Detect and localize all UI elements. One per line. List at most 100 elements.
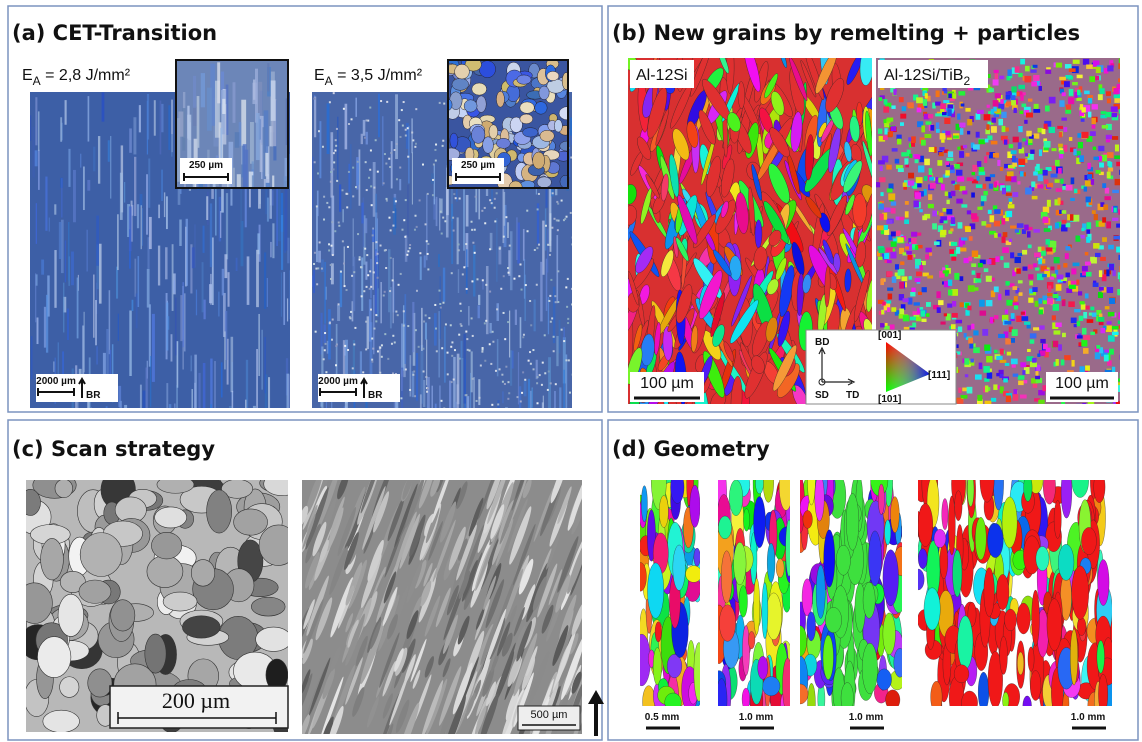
texture-grain (954, 665, 969, 683)
texture-grain (914, 302, 920, 305)
texture-grain (902, 276, 908, 281)
texture-grain (567, 318, 569, 320)
texture-grain (313, 263, 315, 265)
texture-grain (1090, 332, 1095, 335)
texture-grain (157, 476, 194, 493)
texture-grain (950, 228, 953, 231)
texture-grain (32, 127, 34, 178)
texture-grain (427, 268, 429, 270)
texture-grain (1107, 152, 1113, 158)
texture-grain (355, 98, 357, 117)
texture-grain (463, 189, 465, 250)
texture-grain (1011, 359, 1018, 365)
texture-grain (998, 334, 1005, 338)
texture-grain (1053, 341, 1059, 348)
texture-grain (553, 218, 555, 220)
texture-grain (1074, 309, 1080, 312)
texture-grain (258, 82, 262, 118)
texture-grain (324, 332, 326, 334)
texture-grain (194, 355, 197, 424)
texture-grain (976, 132, 980, 138)
texture-grain (1050, 277, 1054, 280)
panel-title: (b) New grains by remelting + particles (612, 21, 1080, 45)
texture-grain (958, 616, 973, 669)
texture-grain (536, 376, 538, 378)
texture-grain (1017, 223, 1024, 228)
texture-grain (1000, 256, 1003, 260)
texture-grain (1043, 170, 1048, 176)
texture-grain (426, 340, 427, 386)
texture-grain (1016, 268, 1020, 273)
texture-grain (1118, 209, 1121, 214)
texture-grain (1028, 298, 1033, 303)
texture-grain (366, 286, 368, 288)
texture-grain (976, 273, 980, 278)
text: E (314, 67, 325, 84)
texture-grain (1083, 312, 1087, 318)
texture-grain (206, 196, 208, 220)
texture-grain (1054, 257, 1060, 263)
texture-grain (402, 125, 404, 127)
texture-grain (973, 330, 978, 335)
texture-grain (892, 148, 898, 151)
texture-grain (54, 250, 56, 308)
texture-grain (1045, 69, 1051, 73)
texture-grain (96, 216, 99, 266)
texture-grain (193, 76, 196, 108)
texture-grain (146, 367, 148, 422)
texture-grain (409, 389, 411, 391)
texture-grain (451, 204, 453, 264)
texture-grain (1098, 146, 1104, 151)
texture-grain (1079, 316, 1084, 321)
texture-grain (936, 291, 940, 298)
texture-grain (924, 588, 940, 630)
texture-grain (154, 100, 156, 136)
texture-grain (450, 346, 452, 348)
texture-grain (203, 363, 206, 424)
texture-grain (331, 339, 333, 341)
texture-grain (471, 221, 473, 223)
texture-grain (489, 125, 498, 139)
texture-grain (886, 220, 892, 224)
texture-grain (1061, 360, 1065, 366)
texture-grain (945, 273, 948, 276)
texture-grain (946, 200, 949, 204)
texture-grain (815, 474, 824, 521)
scale-label: 500 µm (531, 709, 568, 721)
texture-grain (419, 252, 421, 254)
texture-grain (1020, 111, 1024, 114)
texture-grain (547, 71, 559, 80)
texture-grain (936, 90, 940, 97)
texture-grain (518, 275, 520, 277)
texture-grain (41, 260, 44, 275)
texture-grain (283, 272, 285, 325)
texture-grain (147, 94, 149, 140)
texture-grain (385, 267, 387, 269)
texture-grain (945, 191, 948, 196)
texture-grain (1024, 120, 1027, 124)
texture-grain (957, 176, 964, 181)
texture-grain (337, 117, 338, 181)
texture-grain (1038, 400, 1044, 404)
texture-grain (409, 247, 411, 249)
texture-grain (635, 562, 647, 591)
texture-grain (918, 292, 922, 295)
texture-grain (459, 358, 461, 360)
texture-grain (673, 545, 686, 591)
texture-grain (414, 395, 416, 397)
texture-grain (110, 136, 111, 199)
texture-grain (508, 272, 510, 274)
texture-grain (995, 73, 998, 79)
texture-grain (431, 173, 434, 183)
texture-grain (940, 133, 946, 139)
texture-grain (928, 194, 932, 200)
texture-grain (987, 523, 1003, 557)
texture-grain (1072, 566, 1089, 620)
texture-grain (553, 336, 555, 338)
texture-grain (269, 188, 272, 219)
texture-grain (440, 400, 442, 402)
texture-grain (990, 174, 995, 177)
texture-grain (1106, 91, 1111, 96)
texture-grain (474, 252, 476, 254)
texture-grain (544, 334, 546, 336)
